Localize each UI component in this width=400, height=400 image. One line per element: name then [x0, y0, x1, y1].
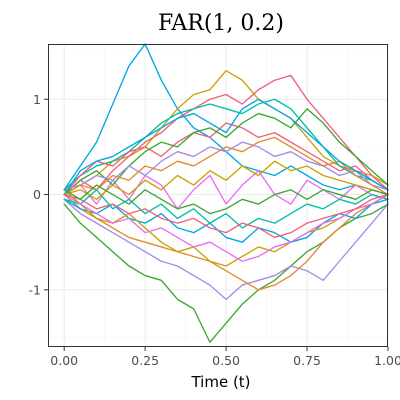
series-line-8 [63, 170, 389, 210]
series-line-13 [63, 141, 389, 191]
x-axis-title: Time (t) [190, 373, 250, 391]
panel-border [48, 44, 388, 347]
series-line-18 [63, 160, 389, 200]
series-line-3 [63, 74, 389, 196]
series-line-16 [63, 193, 389, 262]
series-line-19 [63, 193, 389, 239]
series-lines [63, 43, 389, 343]
series-line-14 [63, 136, 389, 196]
series-line-20 [63, 184, 389, 215]
x-tick-label: 0.50 [212, 353, 240, 368]
series-line-15 [63, 189, 389, 229]
y-tick-label: 1 [33, 92, 41, 107]
series-line-10 [63, 189, 389, 267]
series-line-9 [63, 198, 389, 243]
x-tick-label: 1.00 [374, 353, 400, 368]
y-tick-label: 0 [33, 187, 41, 202]
x-tick-label: 0.25 [131, 353, 159, 368]
chart-title: FAR(1, 0.2) [158, 11, 284, 36]
series-line-17 [63, 98, 389, 196]
series-line-7 [63, 98, 389, 191]
minor-gridlines [48, 44, 388, 347]
series-line-5 [63, 198, 389, 301]
series-line-6 [63, 193, 389, 291]
x-axis-ticks: 0.00 0.25 0.50 0.75 1.00 [50, 347, 400, 368]
x-tick-label: 0.75 [293, 353, 321, 368]
y-tick-label: -1 [29, 282, 41, 297]
y-axis-ticks: -1 0 1 [29, 92, 48, 297]
x-tick-label: 0.00 [50, 353, 78, 368]
series-line-11 [63, 122, 389, 196]
series-line-12 [63, 108, 389, 196]
